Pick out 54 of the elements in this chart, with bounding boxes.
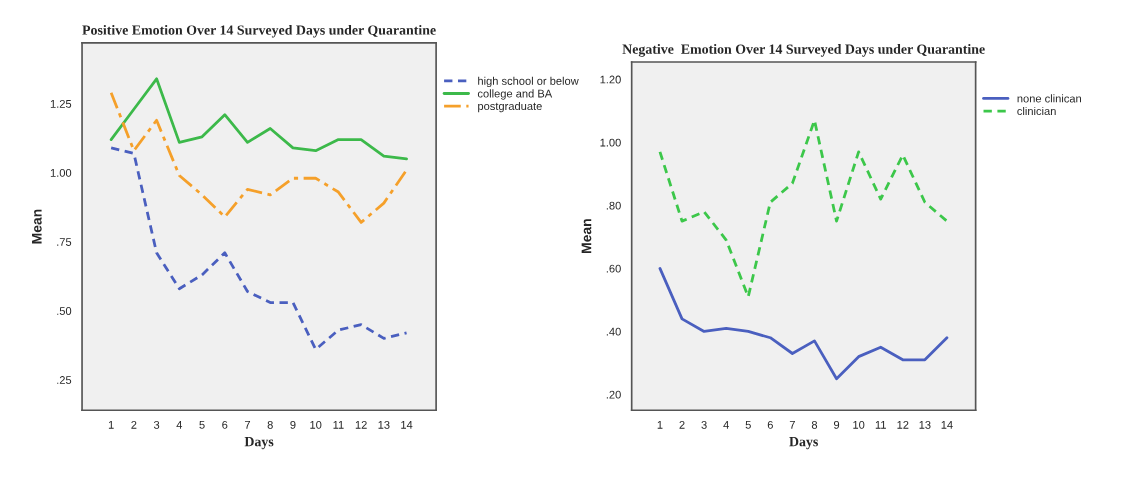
x-tick-label: 6: [767, 420, 773, 429]
line-series: [658, 267, 949, 381]
y-tick-label: .20: [606, 390, 621, 399]
x-tick-label: 4: [176, 421, 183, 429]
x-tick-label: 8: [811, 420, 818, 429]
x-tick-label: 3: [153, 420, 160, 429]
y-tick-label: 1.00: [600, 138, 621, 147]
x-tick-label: 9: [290, 420, 296, 429]
x-tick-label: 12: [897, 420, 909, 429]
x-tick-label: 7: [789, 421, 795, 429]
y-tick-label: 1.25: [50, 99, 72, 108]
y-axis-title: Mean: [581, 219, 592, 253]
y-tick-label: .40: [606, 327, 621, 336]
x-axis-title: Days: [789, 437, 818, 450]
line-series: [109, 77, 408, 161]
x-tick-label: 5: [199, 421, 205, 429]
chart-title: Positive Emotion Over 14 Surveyed Days under Quarantine: [82, 24, 436, 38]
x-tick-label: 12: [355, 420, 367, 429]
x-tick-label: 6: [222, 420, 228, 429]
legend-label: high school or below: [478, 76, 579, 88]
x-tick-label: 11: [875, 421, 886, 429]
x-tick-label: 10: [853, 420, 865, 429]
legend-label: none clinican: [1017, 94, 1081, 103]
x-tick-label: 2: [679, 420, 685, 429]
y-tick-label: 1.00: [50, 168, 72, 177]
x-tick-label: 8: [267, 420, 273, 429]
y-tick-label: .25: [57, 376, 72, 384]
x-tick-label: 2: [131, 420, 137, 429]
chart-title: Negative Emotion Over 14 Surveyed Days under Quarantine: [622, 44, 985, 57]
x-tick-label: 11: [333, 421, 344, 429]
x-tick-label: 10: [310, 420, 322, 429]
x-tick-label: 14: [401, 421, 413, 429]
x-tick-label: 5: [745, 421, 751, 429]
x-tick-label: 14: [941, 421, 953, 429]
x-tick-label: 3: [701, 420, 707, 429]
line-series: [109, 91, 408, 224]
x-tick-label: 7: [244, 421, 251, 429]
x-tick-label: 13: [919, 420, 931, 429]
y-tick-label: .75: [57, 238, 72, 246]
x-tick-label: 1: [108, 421, 114, 429]
x-tick-label: 4: [723, 421, 729, 429]
legend-label: college and BA: [477, 89, 553, 100]
y-tick-label: .80: [606, 201, 621, 210]
x-axis-title: Days: [244, 437, 274, 450]
y-tick-label: .50: [57, 307, 72, 315]
legend-label: postgraduate: [478, 101, 542, 113]
line-series: [109, 146, 408, 351]
legend-label: clinician: [1017, 106, 1056, 116]
y-tick-label: .60: [606, 264, 621, 273]
x-tick-label: 1: [657, 421, 663, 429]
x-tick-label: 9: [833, 420, 840, 429]
y-tick-label: 1.20: [600, 75, 621, 84]
y-axis-title: Mean: [32, 209, 42, 244]
x-tick-label: 13: [378, 420, 390, 429]
